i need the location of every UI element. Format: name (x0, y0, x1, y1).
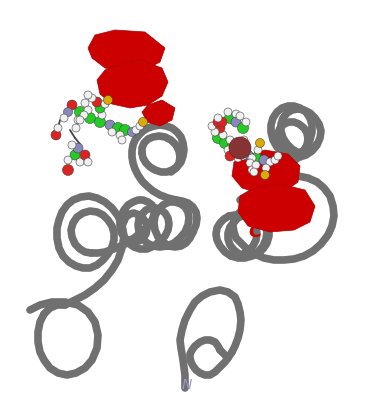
Circle shape (224, 146, 232, 154)
Circle shape (88, 94, 96, 102)
Circle shape (105, 120, 115, 130)
Circle shape (84, 158, 92, 166)
Circle shape (227, 142, 238, 154)
Circle shape (120, 124, 130, 136)
Circle shape (217, 117, 227, 127)
Circle shape (261, 170, 270, 180)
Circle shape (236, 112, 244, 120)
Circle shape (136, 122, 144, 130)
Circle shape (63, 164, 74, 176)
Circle shape (229, 137, 251, 159)
Circle shape (70, 150, 80, 160)
Circle shape (116, 131, 124, 139)
Circle shape (80, 150, 90, 160)
Circle shape (104, 96, 112, 104)
Circle shape (112, 122, 124, 134)
Circle shape (208, 122, 216, 130)
Circle shape (250, 168, 258, 176)
Circle shape (225, 151, 235, 161)
Circle shape (64, 156, 72, 164)
Circle shape (219, 138, 230, 148)
Circle shape (80, 111, 88, 119)
Circle shape (132, 126, 140, 134)
Circle shape (138, 118, 147, 126)
Circle shape (211, 128, 219, 136)
Circle shape (67, 100, 77, 110)
Circle shape (274, 152, 282, 160)
Polygon shape (232, 150, 300, 194)
Text: C: C (248, 223, 262, 241)
Circle shape (213, 132, 224, 144)
Circle shape (224, 112, 236, 124)
Circle shape (238, 122, 248, 134)
Circle shape (72, 124, 80, 132)
Text: N: N (182, 378, 192, 392)
Circle shape (266, 158, 274, 166)
Circle shape (127, 128, 136, 136)
Circle shape (84, 106, 92, 114)
Circle shape (240, 136, 248, 144)
Circle shape (256, 138, 265, 148)
Circle shape (76, 158, 84, 166)
Circle shape (60, 114, 68, 122)
Circle shape (73, 143, 83, 153)
Circle shape (250, 152, 262, 164)
Circle shape (95, 116, 106, 128)
Circle shape (262, 164, 270, 172)
Circle shape (101, 100, 109, 108)
Circle shape (219, 131, 227, 139)
Circle shape (234, 146, 245, 158)
Circle shape (252, 161, 260, 169)
Circle shape (271, 156, 279, 164)
Circle shape (248, 154, 256, 162)
Circle shape (234, 140, 242, 148)
Circle shape (232, 110, 240, 118)
Polygon shape (142, 100, 175, 126)
Circle shape (98, 111, 106, 119)
Circle shape (74, 116, 82, 124)
Circle shape (68, 141, 76, 149)
Circle shape (81, 99, 89, 107)
Circle shape (259, 155, 269, 165)
Circle shape (242, 143, 250, 151)
Circle shape (84, 112, 95, 124)
Circle shape (51, 130, 61, 140)
Circle shape (248, 166, 256, 174)
Circle shape (234, 154, 242, 162)
Circle shape (118, 136, 126, 144)
Polygon shape (97, 60, 168, 108)
Circle shape (215, 123, 225, 133)
Circle shape (246, 159, 254, 167)
Circle shape (224, 108, 232, 116)
Circle shape (254, 146, 262, 154)
Circle shape (226, 136, 234, 144)
Circle shape (63, 108, 72, 116)
Circle shape (214, 114, 222, 122)
Circle shape (231, 117, 241, 127)
Circle shape (76, 116, 84, 124)
Circle shape (95, 103, 105, 113)
Circle shape (243, 150, 253, 160)
Circle shape (242, 118, 250, 126)
Circle shape (213, 117, 223, 127)
Circle shape (75, 106, 86, 118)
Circle shape (108, 128, 116, 136)
Circle shape (54, 124, 62, 132)
Polygon shape (238, 184, 315, 232)
Circle shape (92, 97, 102, 107)
Circle shape (231, 150, 239, 158)
Polygon shape (88, 30, 165, 72)
Circle shape (84, 91, 92, 99)
Circle shape (239, 152, 247, 160)
